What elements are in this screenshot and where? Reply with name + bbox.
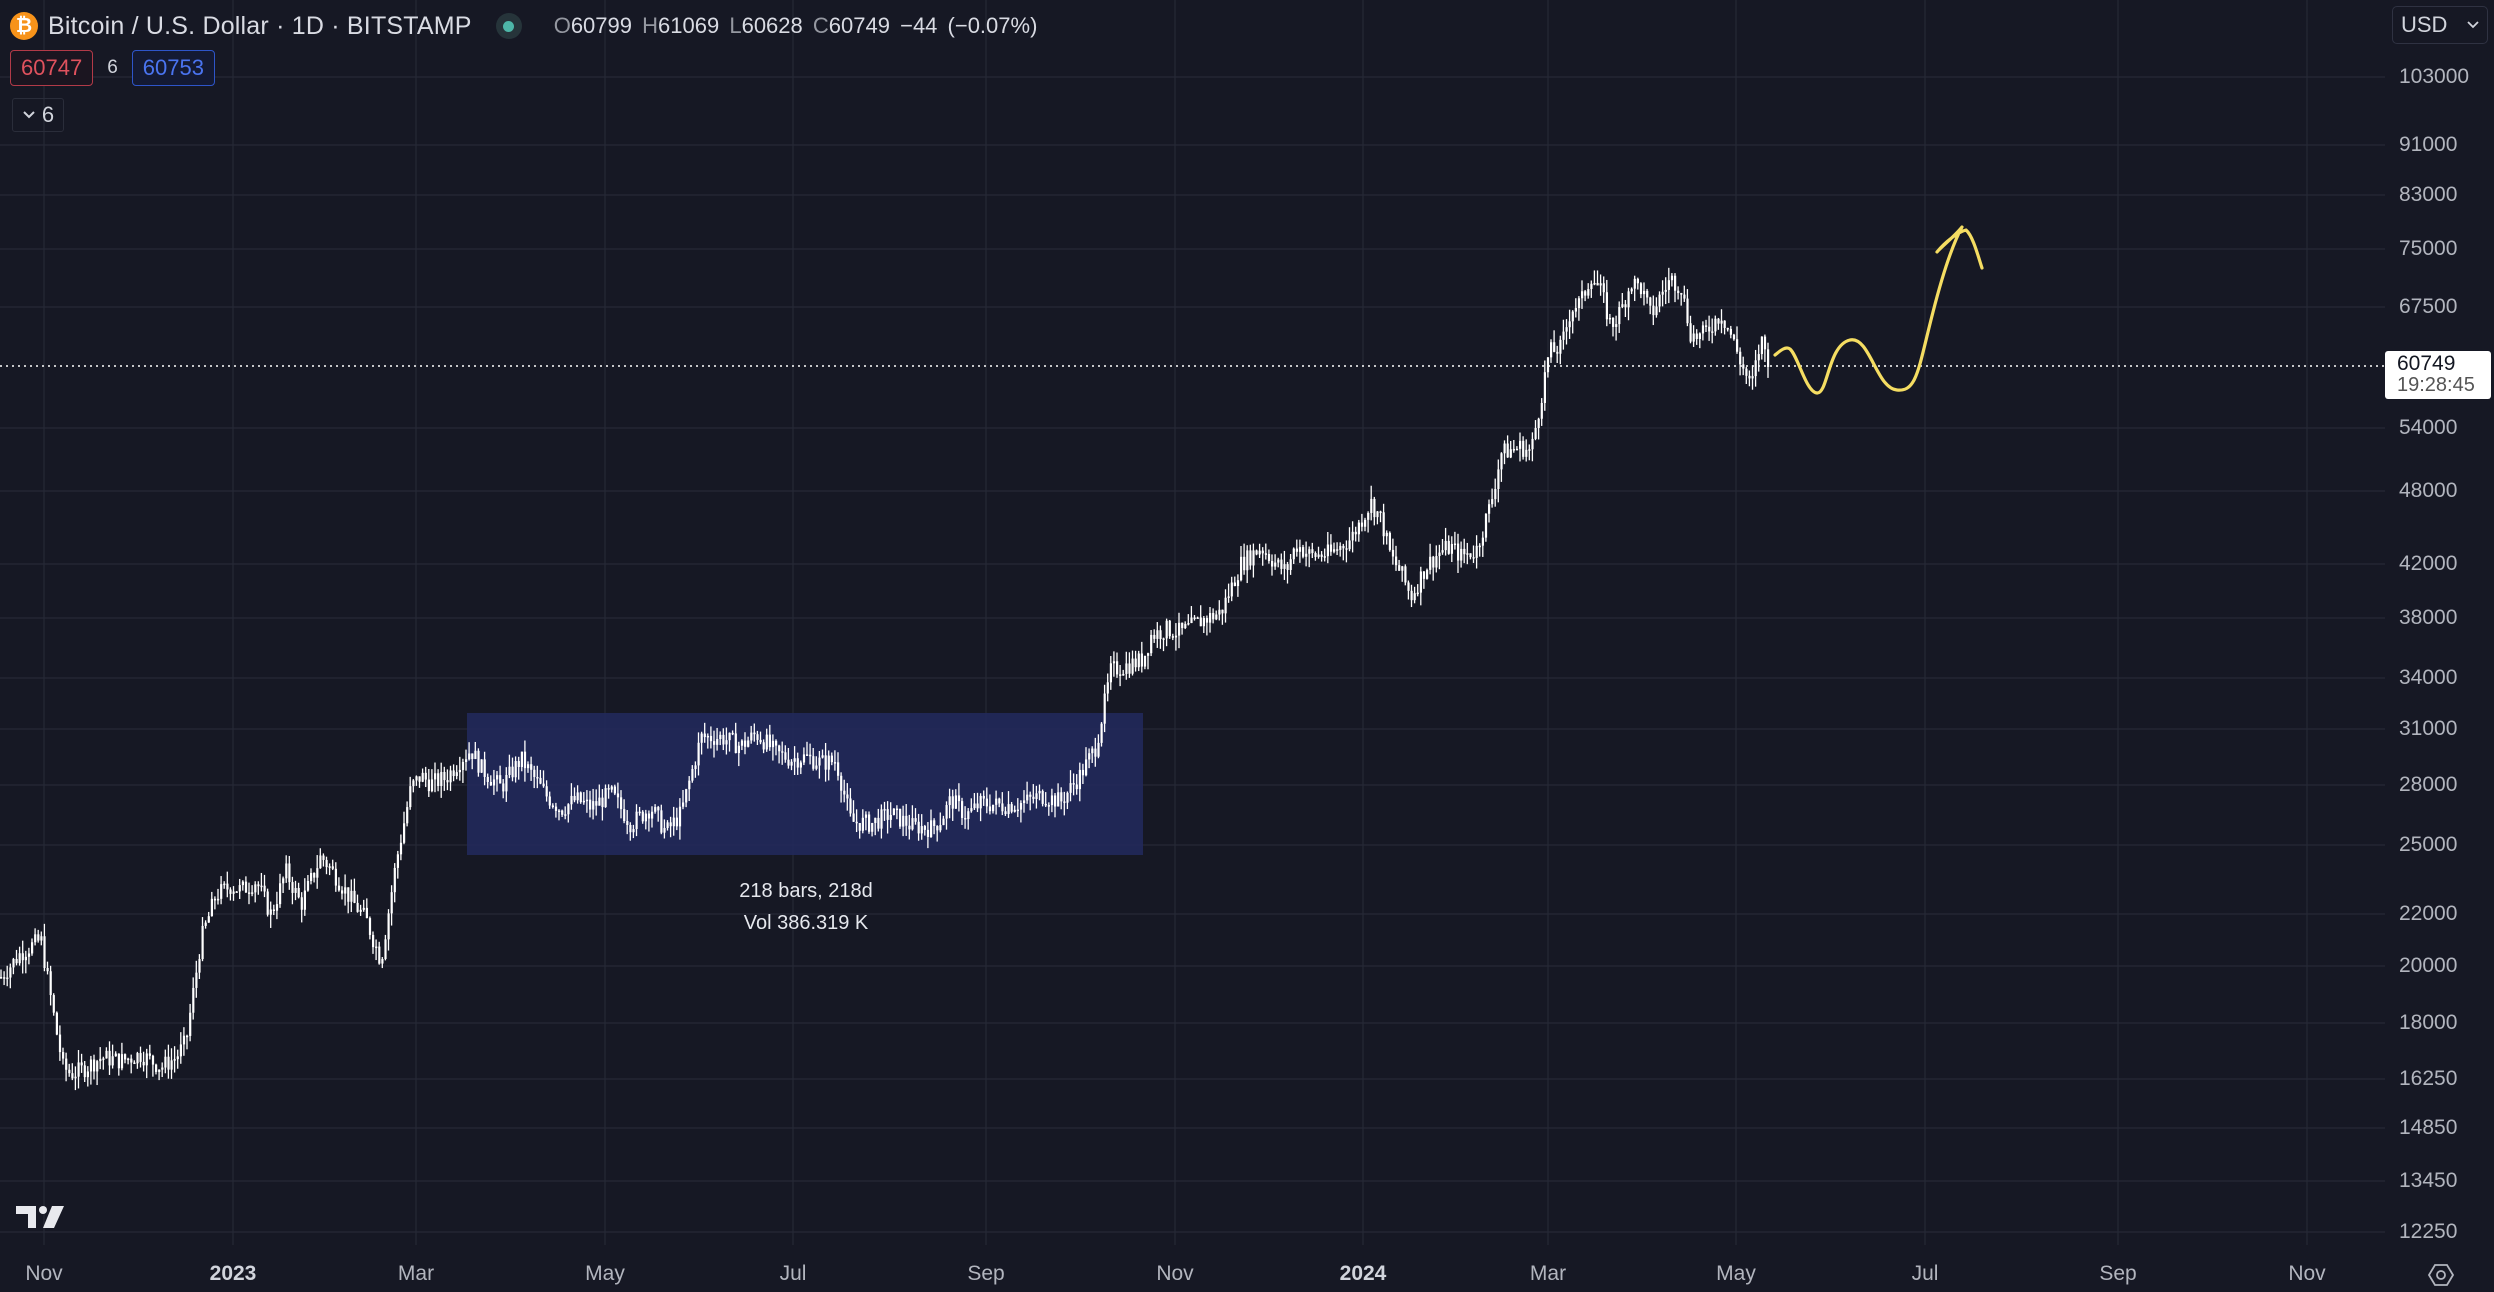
high-value: 61069 xyxy=(658,13,720,38)
symbol-title[interactable]: Bitcoin / U.S. Dollar · 1D · BITSTAMP xyxy=(48,11,472,40)
price-axis-label: 31000 xyxy=(2399,717,2458,740)
ohlc-values: O60799 H61069 L60628 C60749 −44 (−0.07%) xyxy=(553,13,1038,38)
last-price-value: 60749 xyxy=(2397,352,2456,375)
time-axis-label: Nov xyxy=(2288,1262,2326,1285)
price-axis-label: 18000 xyxy=(2399,1011,2458,1034)
open-value: 60799 xyxy=(570,13,632,38)
range-volume-label: Vol 386.319 K xyxy=(743,912,869,934)
price-axis-label: 28000 xyxy=(2399,773,2458,796)
buy-button[interactable]: 60753 xyxy=(131,50,215,86)
price-axis-label: 13450 xyxy=(2399,1169,2458,1192)
price-axis-label: 20000 xyxy=(2399,954,2458,977)
time-axis-label: May xyxy=(1716,1262,1756,1285)
price-axis-label: 67500 xyxy=(2399,295,2458,318)
market-status-icon[interactable] xyxy=(495,13,522,39)
price-axis-label: 75000 xyxy=(2399,237,2458,260)
time-axis-label: Mar xyxy=(397,1262,435,1285)
sell-button[interactable]: 60747 xyxy=(10,50,94,86)
change-value: −44 (−0.07%) xyxy=(900,13,1038,38)
last-price-label: 60749 19:28:45 xyxy=(2385,351,2491,399)
time-axis-label: Nov xyxy=(1156,1262,1194,1285)
buy-sell-panel: 60747 6 60753 xyxy=(10,50,215,86)
close-value: 60749 xyxy=(828,13,890,38)
price-axis-label: 14850 xyxy=(2399,1116,2458,1139)
price-axis-label: 38000 xyxy=(2399,606,2458,629)
time-axis-label: Sep xyxy=(2099,1262,2137,1285)
bitcoin-icon: ₿ xyxy=(10,12,38,40)
time-axis-label: Nov xyxy=(25,1262,63,1285)
price-axis-label: 103000 xyxy=(2399,65,2470,88)
range-bars-label: 218 bars, 218d xyxy=(739,880,873,902)
time-axis-label: May xyxy=(585,1262,625,1285)
bar-countdown: 19:28:45 xyxy=(2397,374,2475,396)
price-axis-label: 12250 xyxy=(2399,1220,2458,1243)
currency-select[interactable]: USD xyxy=(2392,6,2488,44)
price-axis-label: 34000 xyxy=(2399,666,2458,689)
price-axis-label: 54000 xyxy=(2399,416,2458,439)
price-axis-label: 48000 xyxy=(2399,479,2458,502)
chevron-down-icon xyxy=(23,111,35,119)
spread-value: 6 xyxy=(107,57,118,78)
low-value: 60628 xyxy=(741,13,803,38)
price-axis-label: 22000 xyxy=(2399,902,2458,925)
time-axis-label: Mar xyxy=(1529,1262,1567,1285)
candlestick-series xyxy=(0,267,1770,1091)
freehand-drawing[interactable] xyxy=(1773,225,1984,395)
currency-value: USD xyxy=(2401,12,2448,37)
tradingview-logo[interactable] xyxy=(16,1204,68,1230)
chevron-down-icon xyxy=(2467,21,2479,29)
price-axis-label: 42000 xyxy=(2399,552,2458,575)
indicators-count: 6 xyxy=(41,102,55,127)
price-axis-label: 83000 xyxy=(2399,183,2458,206)
price-axis-label: 25000 xyxy=(2399,833,2458,856)
date-price-range-box[interactable] xyxy=(467,713,1143,855)
time-axis-label: Jul xyxy=(1911,1262,1939,1285)
chart-grid xyxy=(0,0,2385,1245)
price-axis-label: 91000 xyxy=(2399,133,2458,156)
gear-icon[interactable] xyxy=(2428,1262,2454,1288)
symbol-header: ₿ Bitcoin / U.S. Dollar · 1D · BITSTAMP … xyxy=(10,8,1037,44)
time-axis-label: Sep xyxy=(967,1262,1005,1285)
time-axis-label: 2023 xyxy=(209,1262,257,1285)
time-axis-label: Jul xyxy=(779,1262,807,1285)
time-axis-label: 2024 xyxy=(1339,1262,1387,1285)
indicators-toggle-button[interactable]: 6 xyxy=(12,98,64,132)
price-axis-label: 16250 xyxy=(2399,1067,2458,1090)
